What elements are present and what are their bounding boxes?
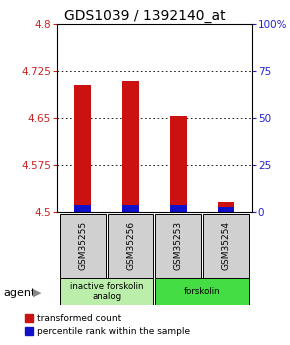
Bar xyxy=(155,278,249,305)
Text: GSM35255: GSM35255 xyxy=(78,221,87,270)
Bar xyxy=(60,278,153,305)
Text: ▶: ▶ xyxy=(33,288,42,297)
Bar xyxy=(122,81,139,212)
Bar xyxy=(218,202,234,212)
Bar xyxy=(75,85,91,212)
Bar xyxy=(122,205,139,212)
Bar xyxy=(60,214,106,278)
Bar xyxy=(203,214,249,278)
Bar xyxy=(75,205,91,212)
Text: GSM35253: GSM35253 xyxy=(174,221,183,270)
Bar xyxy=(155,214,201,278)
Bar xyxy=(108,214,153,278)
Legend: transformed count, percentile rank within the sample: transformed count, percentile rank withi… xyxy=(25,314,190,336)
Text: inactive forskolin
analog: inactive forskolin analog xyxy=(70,282,144,301)
Bar xyxy=(170,205,187,212)
Text: GDS1039 / 1392140_at: GDS1039 / 1392140_at xyxy=(64,9,226,23)
Bar xyxy=(170,116,187,212)
Text: GSM35254: GSM35254 xyxy=(222,221,231,270)
Text: forskolin: forskolin xyxy=(184,287,220,296)
Text: agent: agent xyxy=(3,288,35,297)
Text: GSM35256: GSM35256 xyxy=(126,221,135,270)
Bar xyxy=(218,207,234,212)
